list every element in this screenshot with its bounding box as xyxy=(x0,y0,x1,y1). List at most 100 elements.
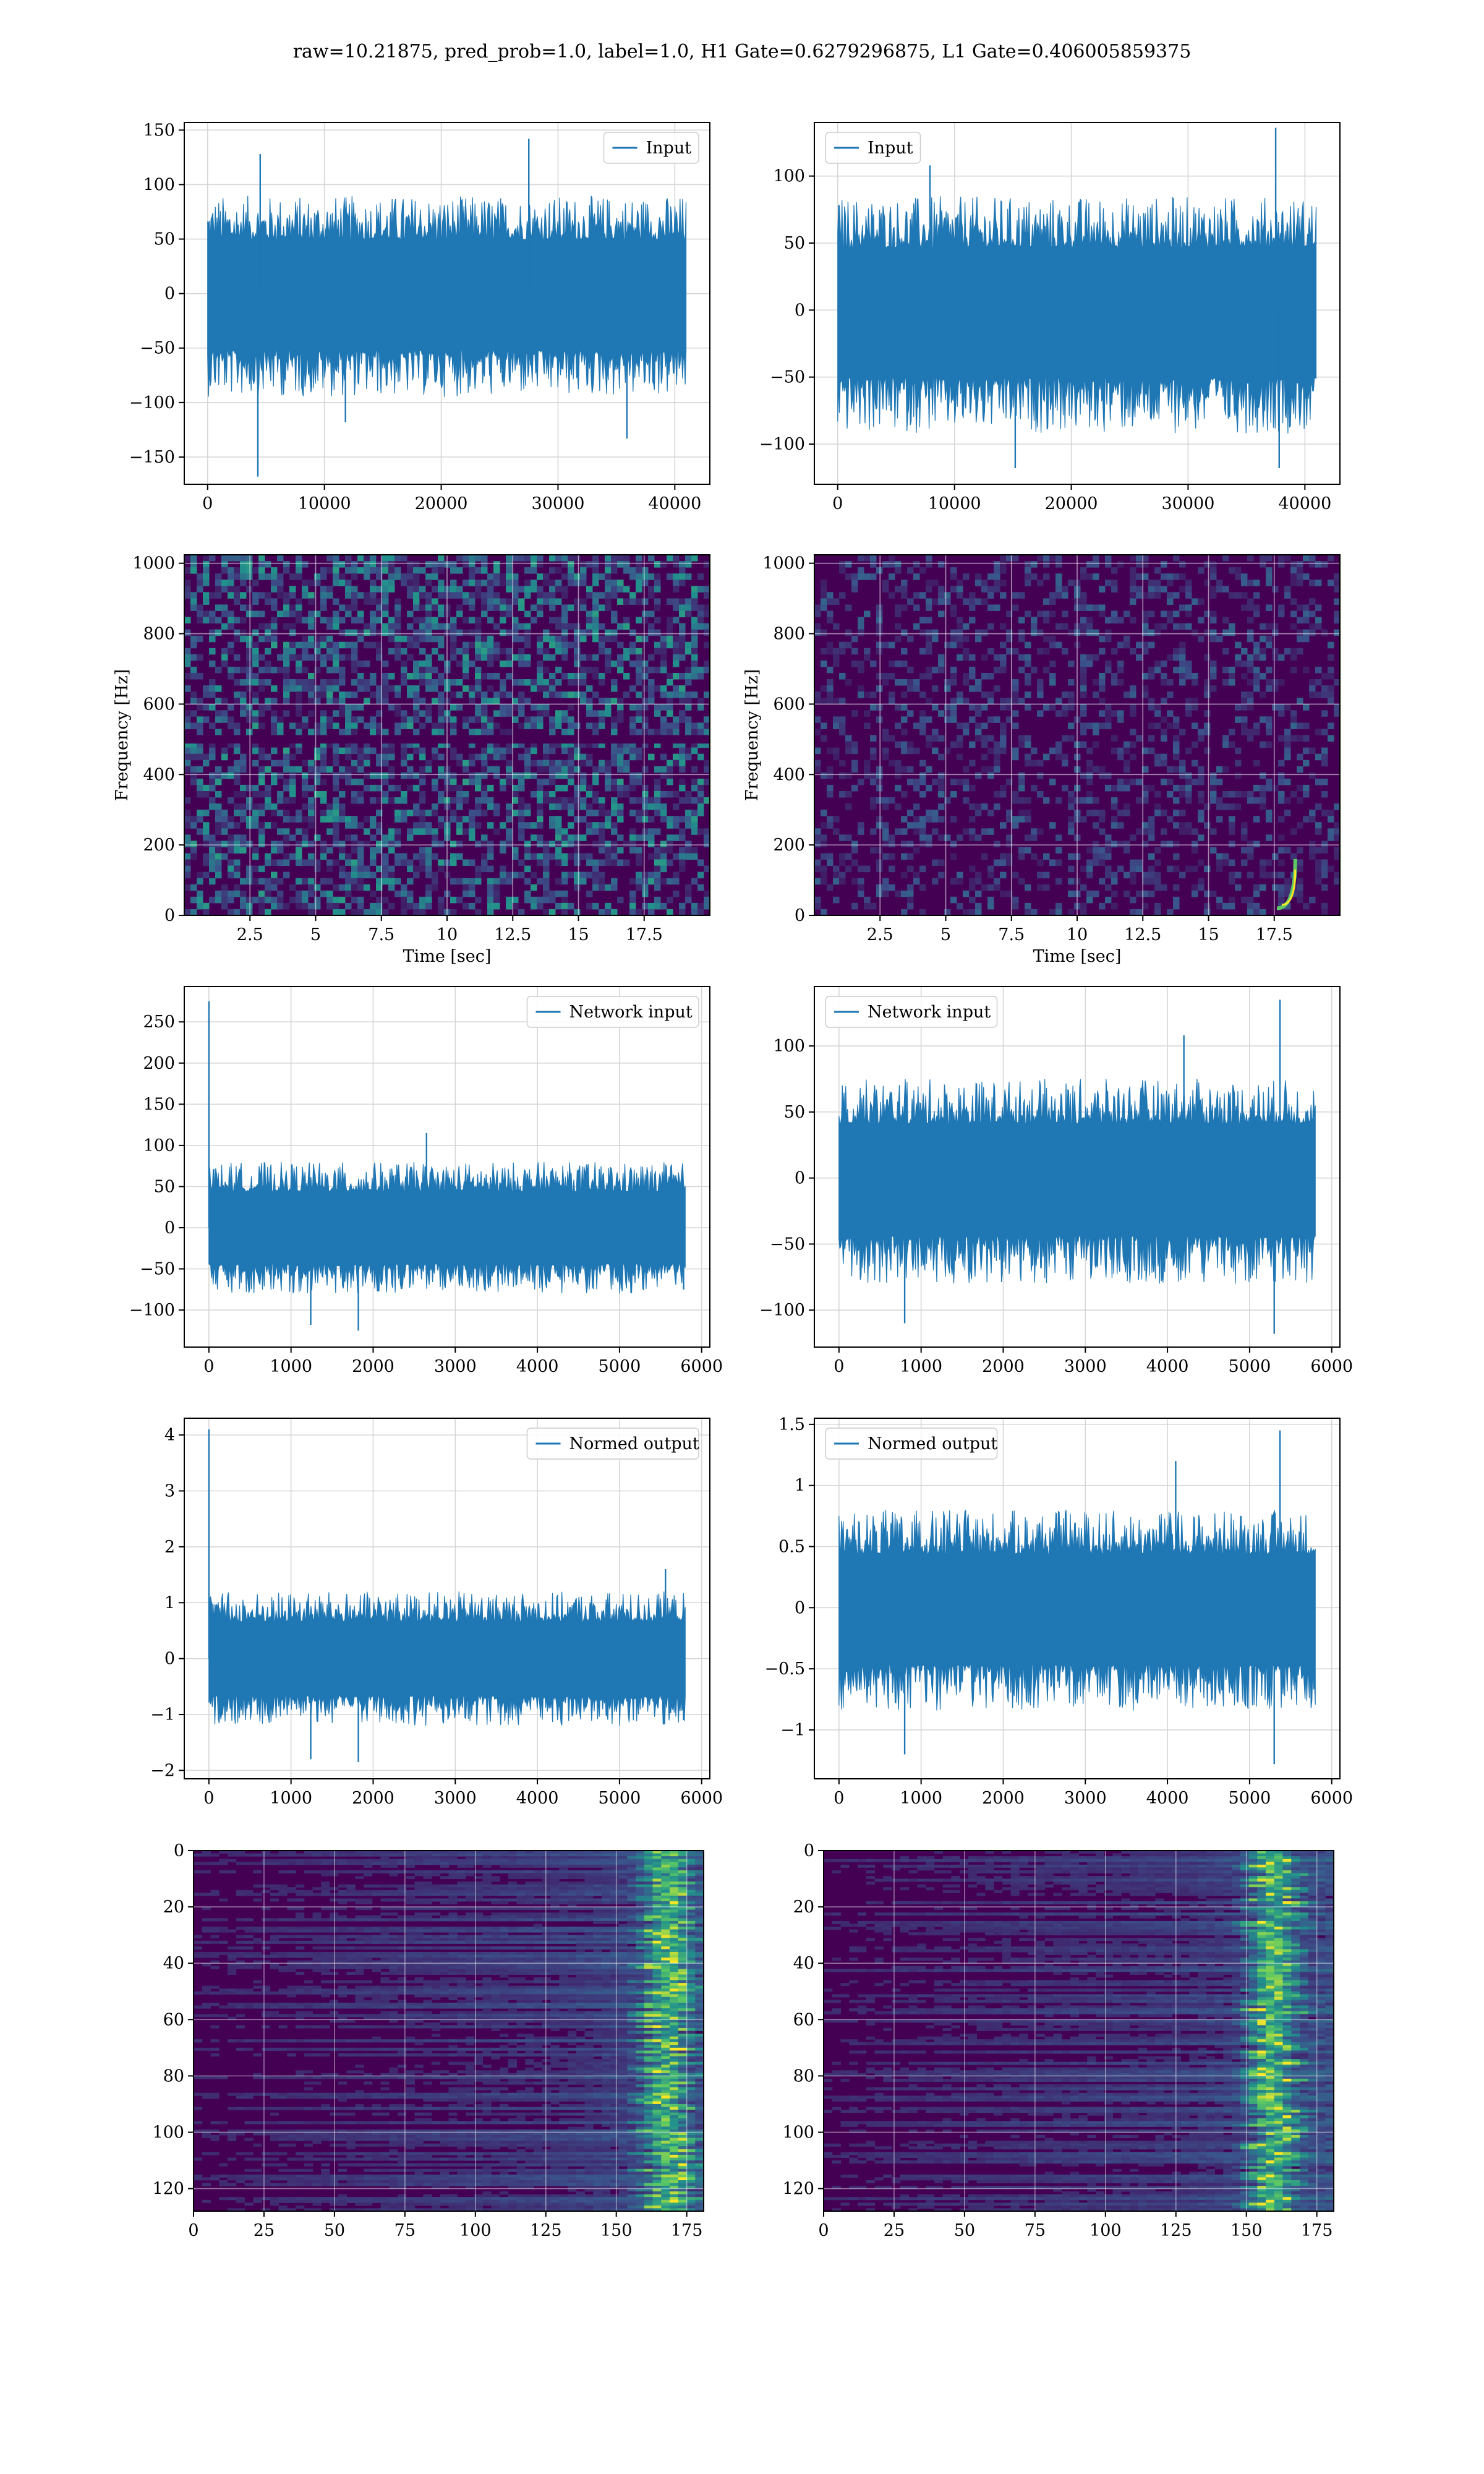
heatmap-cell xyxy=(339,673,346,680)
y-tick-label: −50 xyxy=(770,368,805,387)
heatmap-cell xyxy=(617,598,624,605)
heatmap-cell xyxy=(456,592,463,599)
heatmap-cell xyxy=(1278,778,1285,785)
heatmap-cell xyxy=(542,1862,552,1865)
heatmap-cell xyxy=(542,1853,552,1857)
heatmap-cell xyxy=(419,660,426,667)
heatmap-cell xyxy=(549,890,556,897)
heatmap-cell xyxy=(969,617,976,624)
heatmap-cell xyxy=(543,841,550,847)
heatmap-cell xyxy=(1210,561,1217,568)
heatmap-cell xyxy=(1080,741,1087,748)
heatmap-cell xyxy=(697,778,704,785)
heatmap-cell xyxy=(593,1851,602,1854)
heatmap-cell xyxy=(283,778,290,785)
heatmap-cell xyxy=(1080,654,1087,661)
heatmap-cell xyxy=(1136,778,1143,785)
x-tick-label: 3000 xyxy=(434,1789,477,1808)
heatmap-cell xyxy=(215,803,222,810)
heatmap-cell xyxy=(1179,760,1186,767)
heatmap-cell xyxy=(524,810,531,816)
heatmap-cell xyxy=(380,1856,390,1860)
y-tick-label: 150 xyxy=(143,1095,175,1114)
heatmap-cell xyxy=(425,685,432,692)
heatmap-cell xyxy=(414,1859,424,1862)
heatmap-cell xyxy=(1167,909,1174,916)
heatmap-cell xyxy=(1185,704,1192,711)
heatmap-cell xyxy=(950,629,957,636)
heatmap-cell xyxy=(190,691,197,698)
heatmap-cell xyxy=(450,641,457,649)
heatmap-cell xyxy=(691,592,698,599)
heatmap-cell xyxy=(1272,679,1279,686)
heatmap-cell xyxy=(228,617,234,624)
heatmap-cell xyxy=(289,896,296,904)
heatmap-cell xyxy=(537,791,544,798)
heatmap-cell xyxy=(215,710,222,717)
heatmap-cell xyxy=(617,816,624,823)
x-tick-label: 5000 xyxy=(599,1789,641,1808)
heatmap-cell xyxy=(901,791,908,798)
y-tick-label: 4 xyxy=(164,1426,175,1445)
heatmap-cell xyxy=(425,896,432,904)
heatmap-cell xyxy=(506,586,513,593)
heatmap-cell xyxy=(704,691,710,698)
heatmap-cell xyxy=(876,884,883,891)
heatmap-cell xyxy=(1229,679,1235,686)
heatmap-cell xyxy=(370,784,377,792)
heatmap-cell xyxy=(1130,729,1136,735)
heatmap-cell xyxy=(407,766,414,773)
heatmap-cell xyxy=(296,617,302,624)
heatmap-cell xyxy=(487,784,494,792)
heatmap-cell xyxy=(574,803,581,810)
heatmap-cell xyxy=(1055,698,1062,704)
heatmap-cell xyxy=(283,679,290,686)
heatmap-cell xyxy=(308,635,315,643)
heatmap-cell xyxy=(592,555,599,562)
heatmap-cell xyxy=(1111,567,1118,574)
heatmap-cell xyxy=(382,834,389,841)
heatmap-cell xyxy=(1284,902,1291,910)
heatmap-cell xyxy=(339,561,346,568)
heatmap-cell xyxy=(1012,871,1019,879)
heatmap-cell xyxy=(244,1853,254,1857)
heatmap-cell xyxy=(414,1856,424,1860)
heatmap-cell xyxy=(1266,810,1273,816)
heatmap-cell xyxy=(1037,610,1044,618)
heatmap-cell xyxy=(524,747,531,755)
heatmap-cell xyxy=(648,555,655,562)
heatmap-cell xyxy=(314,896,321,904)
heatmap-cell xyxy=(450,816,457,823)
x-tick-label: 3000 xyxy=(434,1357,477,1376)
heatmap-cell xyxy=(203,810,210,816)
heatmap-cell xyxy=(592,654,599,661)
heatmap-cell xyxy=(574,797,581,804)
heatmap-cell xyxy=(413,716,420,723)
heatmap-cell xyxy=(240,691,247,698)
heatmap-cell xyxy=(407,567,414,574)
heatmap-cell xyxy=(1117,561,1124,568)
heatmap-cell xyxy=(987,884,994,891)
heatmap-cell xyxy=(394,641,401,649)
heatmap-cell xyxy=(963,648,970,655)
heatmap-cell xyxy=(845,561,852,568)
x-tick-label: 40000 xyxy=(1278,494,1331,513)
heatmap-cell xyxy=(406,1859,416,1862)
heatmap-cell xyxy=(592,841,599,847)
heatmap-cell xyxy=(1037,859,1044,867)
heatmap-cell xyxy=(351,847,358,854)
heatmap-cell xyxy=(691,598,698,605)
heatmap-cell xyxy=(450,635,457,643)
heatmap-cell xyxy=(1204,865,1211,873)
heatmap-cell xyxy=(321,1853,330,1857)
heatmap-cell xyxy=(240,666,247,674)
heatmap-cell xyxy=(617,803,624,810)
heatmap-cell xyxy=(981,704,988,711)
heatmap-cell xyxy=(1204,729,1211,735)
heatmap-cell xyxy=(679,847,686,854)
heatmap-cell xyxy=(599,722,605,729)
heatmap-cell xyxy=(1124,847,1130,854)
heatmap-cell xyxy=(882,747,889,755)
heatmap-cell xyxy=(1037,629,1044,636)
heatmap-cell xyxy=(215,629,222,636)
